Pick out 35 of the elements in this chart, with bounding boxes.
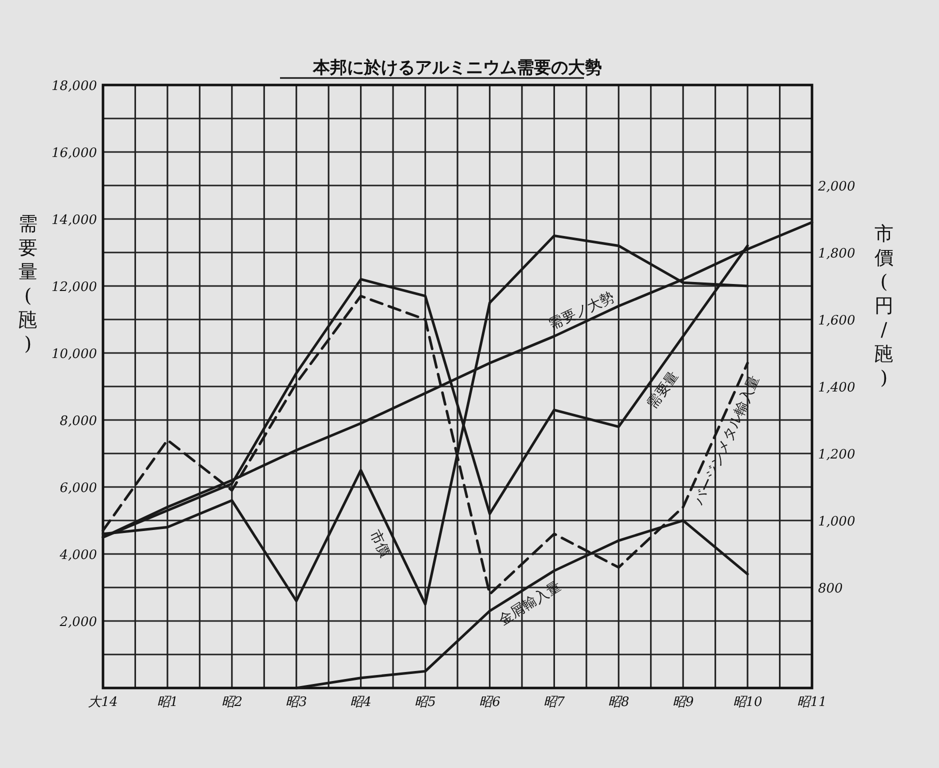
x-tick-label: 昭2 (221, 695, 243, 710)
chart-title: 本邦に於けるアルミニウム需要の大勢 (312, 58, 602, 78)
text: 需要ノ大勢 (546, 289, 617, 334)
text: 需要量 (644, 368, 682, 412)
y-tick-label: 16,000 (52, 146, 97, 161)
y-tick-label: 2,000 (58, 615, 97, 630)
text: バージンメタル輸入量 (690, 373, 764, 508)
y2-axis-title: 市價(円/瓲) (874, 223, 894, 389)
y2-tick-label: 1,800 (818, 246, 856, 262)
y2-tick-label: 1,000 (818, 514, 856, 530)
x-tick-label: 昭4 (350, 695, 372, 710)
x-tick-label: 昭8 (608, 695, 630, 710)
x-tick-label: 昭11 (797, 695, 827, 710)
x-tick-label: 大14 (88, 695, 118, 710)
x-tick-label: 昭9 (672, 695, 694, 710)
text: 市價 (366, 528, 393, 560)
y-tick-label: 4,000 (58, 548, 97, 563)
y2-tick-label: 1,200 (818, 448, 856, 462)
y2-tick-label: 800 (818, 582, 843, 596)
y2-tick-label: 1,400 (818, 380, 856, 396)
x-tick-label: 昭7 (544, 695, 566, 710)
y2-tick-label: 2,000 (817, 180, 856, 194)
y2-tick-label: 1,600 (818, 314, 856, 328)
x-tick-label: 昭1 (156, 695, 178, 710)
y-tick-label: 14,000 (52, 213, 97, 228)
y-axis-title: 需要量(瓲) (18, 213, 38, 355)
y-tick-label: 18,000 (52, 79, 97, 94)
x-tick-label: 昭6 (479, 695, 500, 710)
x-tick-label: 昭3 (286, 695, 308, 710)
y-tick-label: 12,000 (52, 280, 97, 295)
x-tick-label: 昭5 (414, 695, 436, 710)
y-tick-label: 6,000 (60, 481, 97, 496)
y-tick-label: 10,000 (52, 347, 97, 362)
x-tick-label: 昭10 (732, 695, 762, 710)
y-tick-label: 8,000 (60, 414, 97, 429)
